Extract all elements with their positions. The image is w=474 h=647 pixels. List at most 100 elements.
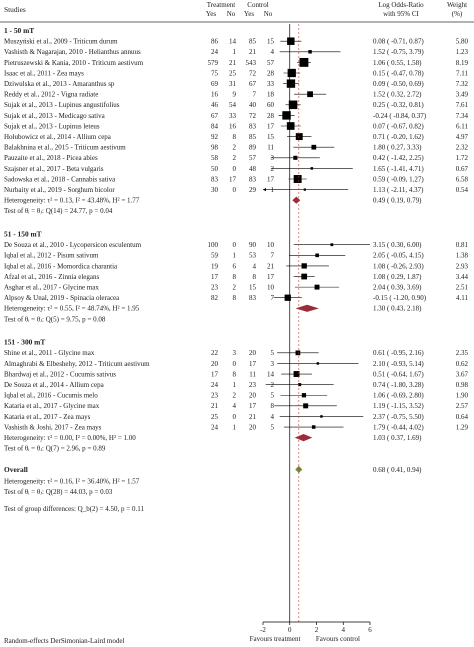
- study-marker: [284, 294, 291, 301]
- treatment-no: 54: [229, 101, 237, 109]
- treatment-yes: 24: [211, 48, 219, 56]
- study-name: Sadowska et al., 2018 - Cannabis sativa: [4, 175, 116, 183]
- study-weight: 7.11: [456, 69, 468, 77]
- control-no: 15: [267, 133, 275, 141]
- control-yes: 29: [249, 186, 257, 194]
- study-marker: [298, 383, 302, 387]
- control-no: 10: [267, 241, 275, 249]
- treatment-yes: 83: [211, 175, 219, 183]
- treatment-yes: 23: [211, 284, 219, 292]
- study-estimate: 0.61 ( -0.95, 2.16): [373, 349, 424, 357]
- treatment-no: 8: [233, 370, 237, 378]
- treatment-yes: 21: [211, 402, 219, 410]
- study-marker: [282, 111, 291, 120]
- treatment-yes: 50: [211, 165, 219, 173]
- study-name: Nurbaity et al., 2019 - Sorghum bicolor: [4, 186, 115, 194]
- study-estimate: 0.51 ( -0.64, 1.67): [373, 370, 424, 378]
- control-yes: 8: [253, 273, 257, 281]
- treatment-no: 0: [233, 186, 237, 194]
- study-marker: [316, 362, 320, 365]
- control-no: 28: [267, 69, 275, 77]
- study-estimate: -0.24 ( -0.84, 0.37): [373, 112, 427, 120]
- header-weight-line1: Weight: [447, 1, 467, 9]
- study-marker: [299, 57, 309, 67]
- treatment-no: 0: [233, 413, 237, 421]
- treatment-yes: 98: [211, 144, 219, 152]
- study-weight: 0.54: [456, 186, 469, 194]
- study-marker: [301, 393, 307, 398]
- study-name: Almaghrabi & Elbeshehy, 2012 - Triticum …: [4, 360, 150, 368]
- study-estimate: 0.59 ( -0.09, 1.27): [373, 175, 424, 183]
- group-heterogeneity: Heterogeneity: τ² = 0.00, I² = 0.00%, H²…: [4, 434, 136, 442]
- control-no: 5: [271, 349, 275, 357]
- control-yes: 72: [249, 112, 257, 120]
- study-estimate: 0.09 ( -0.50, 0.69): [373, 80, 424, 88]
- x-tick-label: 2: [315, 626, 319, 634]
- treatment-yes: 20: [211, 360, 219, 368]
- treatment-yes: 24: [211, 381, 219, 389]
- group-test: Test of θᵢ = θⱼ: Q(14) = 24.77, p = 0.04: [4, 207, 113, 215]
- control-no: 11: [267, 144, 274, 152]
- study-marker: [287, 68, 296, 78]
- study-marker: [301, 273, 308, 280]
- treatment-yes: 100: [208, 241, 219, 249]
- control-yes: 17: [249, 402, 257, 410]
- study-weight: 1.90: [456, 392, 469, 400]
- header-control-no: No: [264, 10, 273, 18]
- study-marker: [286, 79, 296, 88]
- treatment-yes: 17: [211, 273, 219, 281]
- x-tick-label: 0: [288, 626, 292, 634]
- treatment-no: 8: [233, 133, 237, 141]
- study-marker: [307, 91, 313, 98]
- control-yes: 20: [249, 423, 257, 431]
- study-name: Isaac et al., 2011 - Zea mays: [4, 69, 84, 77]
- study-estimate: 0.08 ( -0.71, 0.87): [373, 38, 424, 46]
- control-no: 21: [267, 262, 275, 270]
- study-name: Dziwulska et al., 2013 - Amaranthus sp: [4, 80, 115, 88]
- header-treatment-no: No: [227, 10, 236, 18]
- x-tick-label: -2: [260, 626, 266, 634]
- control-no: 7: [271, 252, 275, 260]
- group-pooled-diamond: [295, 304, 319, 312]
- study-name: Muszyński et al., 2009 - Triticum durum: [4, 38, 118, 46]
- study-weight: 0.64: [456, 413, 469, 421]
- control-yes: 83: [249, 122, 257, 130]
- treatment-no: 8: [233, 294, 237, 302]
- study-estimate: 3.15 ( 0.30, 6.00): [373, 241, 422, 249]
- study-name: Sujak et al., 2013 - Medicago sativa: [4, 112, 106, 120]
- study-weight: 3.67: [456, 370, 469, 378]
- x-label-right: Favours control: [316, 635, 360, 643]
- study-weight: 1.72: [456, 154, 469, 162]
- control-yes: 57: [249, 154, 257, 162]
- study-estimate: 1.52 ( 0.32, 2.72): [373, 91, 422, 99]
- control-no: 7: [271, 294, 275, 302]
- control-yes: 15: [249, 284, 257, 292]
- header-treatment: Treatment: [207, 1, 236, 9]
- study-weight: 2.51: [456, 284, 469, 292]
- control-no: 17: [267, 122, 275, 130]
- study-estimate: 0.15 ( -0.47, 0.78): [373, 69, 424, 77]
- study-estimate: 1.19 ( -1.15, 3.52): [373, 402, 424, 410]
- control-yes: 20: [249, 349, 257, 357]
- treatment-yes: 58: [211, 154, 219, 162]
- header-control: Control: [247, 1, 268, 9]
- control-yes: 67: [249, 80, 257, 88]
- group-test: Test of θᵢ = θⱼ: Q(5) = 9.75, p = 0.08: [4, 315, 106, 323]
- group-difference-test: Test of group differences: Q_b(2) = 4.50…: [4, 505, 144, 513]
- study-marker: [295, 350, 301, 356]
- control-no: 60: [267, 101, 275, 109]
- treatment-yes: 84: [211, 122, 219, 130]
- study-name: Kataria et al., 2017 - Zea mays: [4, 413, 91, 421]
- group-heterogeneity: Heterogeneity: τ² = 0.13, I² = 43.48%, H…: [4, 197, 140, 205]
- study-estimate: 1.06 ( -0.69, 2.80): [373, 392, 424, 400]
- control-yes: 83: [249, 175, 257, 183]
- control-yes: 7: [253, 91, 257, 99]
- treatment-yes: 23: [211, 392, 219, 400]
- control-yes: 23: [249, 381, 257, 389]
- treatment-no: 2: [233, 144, 237, 152]
- study-marker: [293, 155, 298, 160]
- control-no: 5: [271, 392, 275, 400]
- control-yes: 85: [249, 38, 257, 46]
- treatment-yes: 19: [211, 262, 219, 270]
